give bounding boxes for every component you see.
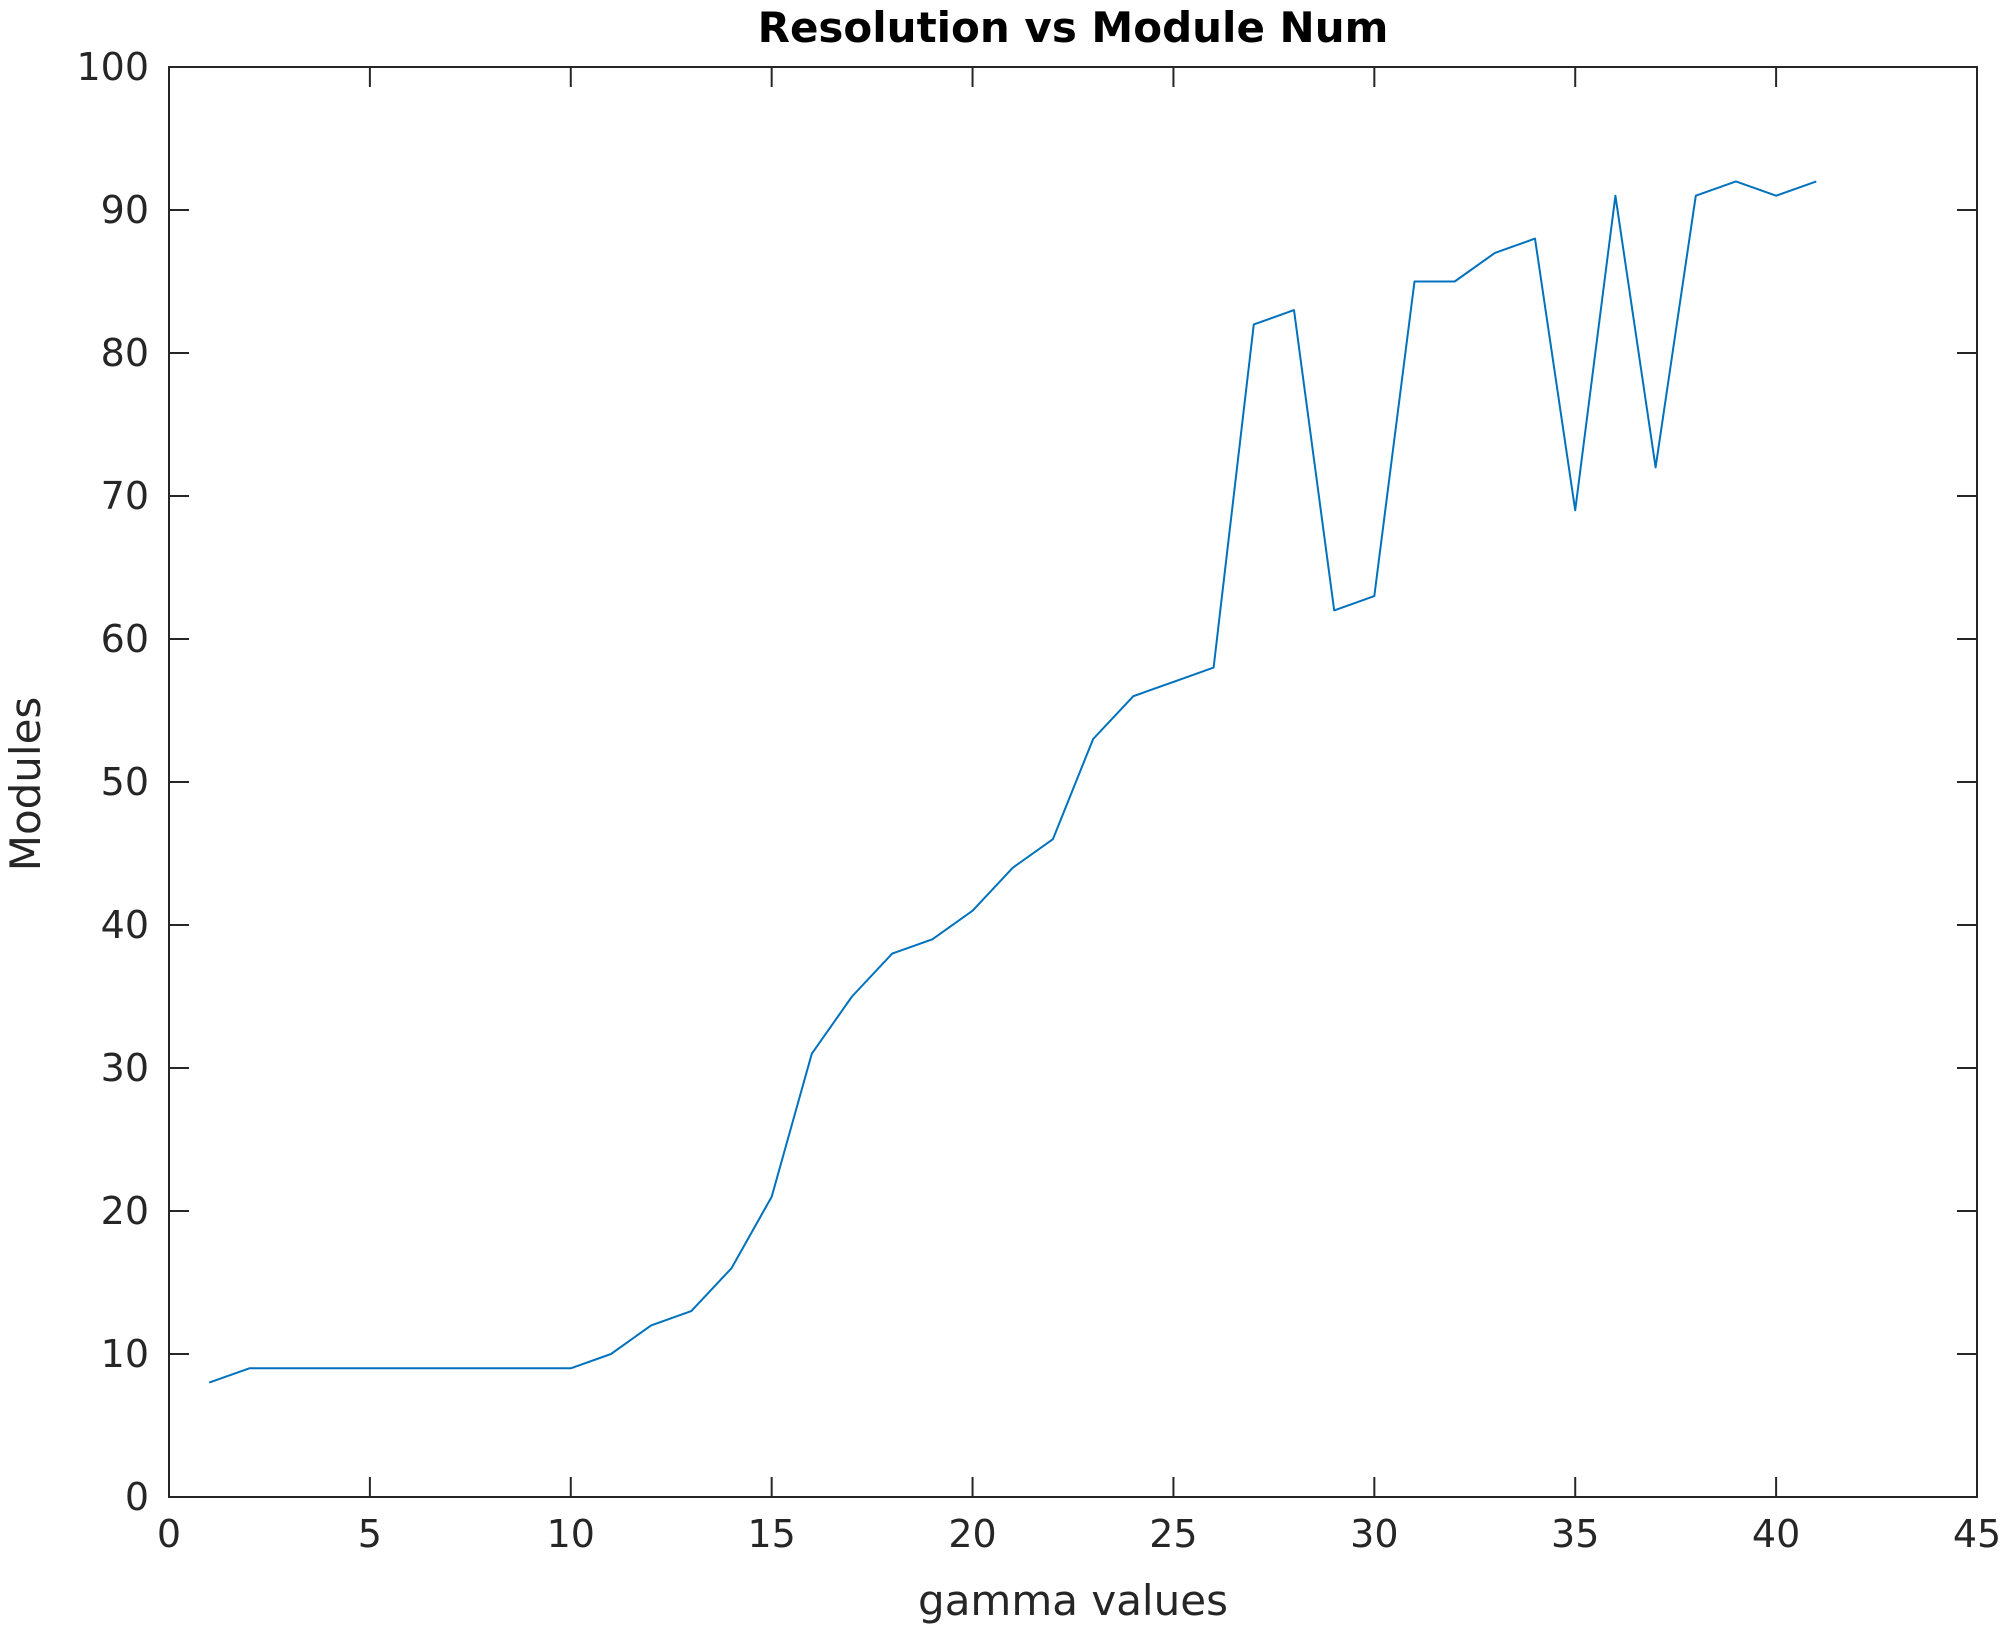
series-line-0 — [208, 180, 1817, 1384]
tick-marks — [168, 66, 1978, 1498]
y-axis-label: Modules — [1, 697, 50, 872]
series-layer — [208, 180, 1817, 1384]
x-tick-label: 25 — [1149, 1512, 1197, 1556]
chart-title: Resolution vs Module Num — [758, 3, 1389, 52]
x-tick-label: 45 — [1953, 1512, 2001, 1556]
x-tick-label: 20 — [948, 1512, 996, 1556]
y-tick-label: 90 — [101, 188, 149, 232]
x-tick-label: 40 — [1752, 1512, 1800, 1556]
x-tick-label: 30 — [1350, 1512, 1398, 1556]
y-tick-label: 100 — [76, 45, 149, 89]
y-tick-label: 40 — [101, 903, 149, 947]
y-tick-label: 70 — [101, 474, 149, 518]
x-axis-label: gamma values — [918, 1576, 1228, 1625]
y-tick-label: 80 — [101, 331, 149, 375]
x-tick-label: 0 — [157, 1512, 181, 1556]
y-tick-label: 0 — [125, 1475, 149, 1519]
y-tick-label: 10 — [101, 1332, 149, 1376]
x-tick-label: 5 — [358, 1512, 382, 1556]
y-tick-label: 50 — [101, 760, 149, 804]
x-tick-label: 15 — [747, 1512, 795, 1556]
y-tick-label: 20 — [101, 1189, 149, 1233]
y-tick-labels: 0 10 20 30 40 50 60 70 80 90 100 — [76, 45, 149, 1519]
y-tick-label: 60 — [101, 617, 149, 661]
x-tick-label: 10 — [547, 1512, 595, 1556]
x-tick-labels: 0 5 10 15 20 25 30 35 40 45 — [157, 1512, 2001, 1556]
axes-box — [168, 66, 1978, 1498]
x-tick-label: 35 — [1551, 1512, 1599, 1556]
y-tick-label: 30 — [101, 1046, 149, 1090]
